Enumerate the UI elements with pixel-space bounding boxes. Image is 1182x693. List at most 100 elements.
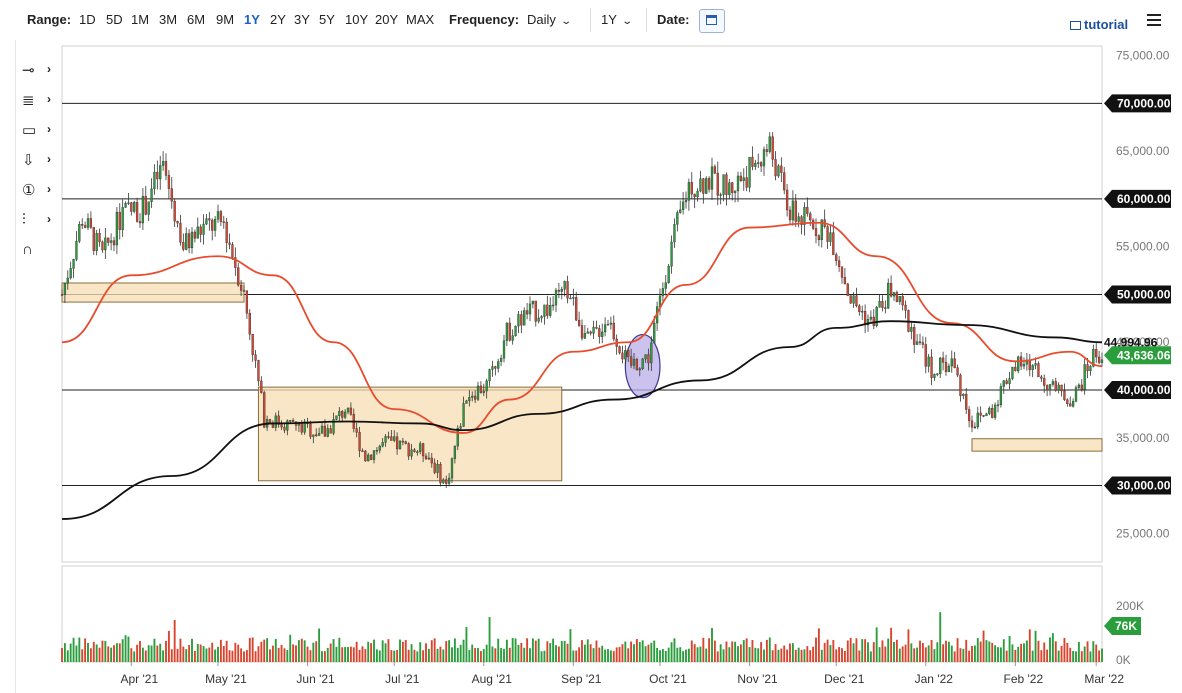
volume-bar [387,639,390,662]
candle [719,194,722,196]
candle [274,415,277,428]
candle [826,226,829,242]
volume-bar [271,645,274,662]
level-label-bg [1104,189,1171,208]
candle [733,190,737,193]
period-select[interactable]: 1Y ⌄ [601,12,633,27]
volume-bar [494,648,497,662]
candle [1097,356,1101,363]
volume-bar [370,643,373,662]
candle [205,218,208,225]
candle [673,224,676,243]
candle [286,420,289,431]
range-3y[interactable]: 3Y [294,12,310,27]
volume-bar [1086,641,1089,662]
trend-tool[interactable]: ≣ › [18,90,58,112]
volume-bar [569,629,572,662]
candle [514,325,517,336]
range-9m[interactable]: 9M [216,12,235,27]
range-1y[interactable]: 1Y [244,12,260,27]
candle [898,296,901,302]
range-20y[interactable]: 20Y [375,12,399,27]
frequency-select[interactable]: Daily ⌄ [527,12,572,27]
candle [589,331,592,334]
volume-bar [982,630,985,662]
volume-bar [433,638,436,662]
candle [811,219,815,229]
candle [216,211,220,220]
x-tick-label: Jun '21 [296,672,335,686]
candle [502,340,506,359]
candle [913,327,916,345]
volume-bar [560,641,563,662]
line-tool[interactable]: ⊸ › [18,60,58,82]
volume-bar [653,640,656,662]
arrow-tool[interactable]: ⇩ › [18,150,58,172]
candle [635,359,639,371]
candle [1095,349,1098,358]
candle [309,423,312,437]
volume-bar [618,647,621,662]
volume-bar [101,640,104,662]
candle [101,241,104,251]
candle [849,295,852,304]
range-5y[interactable]: 5Y [319,12,335,27]
range-5d[interactable]: 5D [106,12,123,27]
volume-bar [234,642,237,662]
volume-bar [745,638,748,662]
volume-bar [482,648,485,662]
candle [624,350,627,360]
volume-bar [427,648,430,662]
tutorial-link[interactable]: tutorial [1070,17,1128,32]
candle [650,342,653,364]
rectangle-tool[interactable]: ▭ › [18,120,58,142]
calendar-icon[interactable] [699,9,725,33]
volume-bar [913,648,916,662]
candle [742,177,745,181]
volume-bar [794,649,797,662]
volume-bar [173,619,176,662]
candle [268,419,272,423]
volume-bar [150,645,153,662]
volume-bar [1057,650,1060,662]
volume-bar [713,640,716,662]
candle [855,295,858,307]
candle [254,354,257,361]
range-6m[interactable]: 6M [187,12,206,27]
candle [710,166,714,190]
volume-bar [682,651,685,662]
candle [427,457,431,460]
fib-tool[interactable]: ⫶ › [18,210,58,232]
volume-bar [332,639,335,662]
candle [554,290,558,306]
candle [410,449,413,457]
candle [780,165,783,173]
range-1d[interactable]: 1D [79,12,96,27]
range-1m[interactable]: 1M [131,12,150,27]
volume-bar [384,643,387,662]
candle [757,162,760,164]
candle [531,300,535,305]
volume-bar [924,647,927,662]
volume-bar [861,639,864,662]
range-max[interactable]: MAX [406,12,435,27]
candle [875,307,878,326]
level-label: 30,000.00 [1117,479,1171,493]
menu-icon[interactable] [1147,14,1161,26]
volume-bar [1046,649,1049,662]
candle [901,296,904,306]
candle [970,420,974,428]
candle [92,227,95,251]
line-tool-icon: ⊸ [22,62,35,79]
candle [459,426,462,429]
volume-bar [1101,648,1103,662]
range-3m[interactable]: 3M [159,12,178,27]
candle [1043,378,1046,386]
candle [1092,349,1095,367]
range-10y[interactable]: 10Y [345,12,369,27]
magnet-tool[interactable]: ∩ [18,240,58,262]
range-2y[interactable]: 2Y [270,12,286,27]
volume-bar [578,647,581,662]
number-marker-tool[interactable]: ① › [18,180,58,202]
